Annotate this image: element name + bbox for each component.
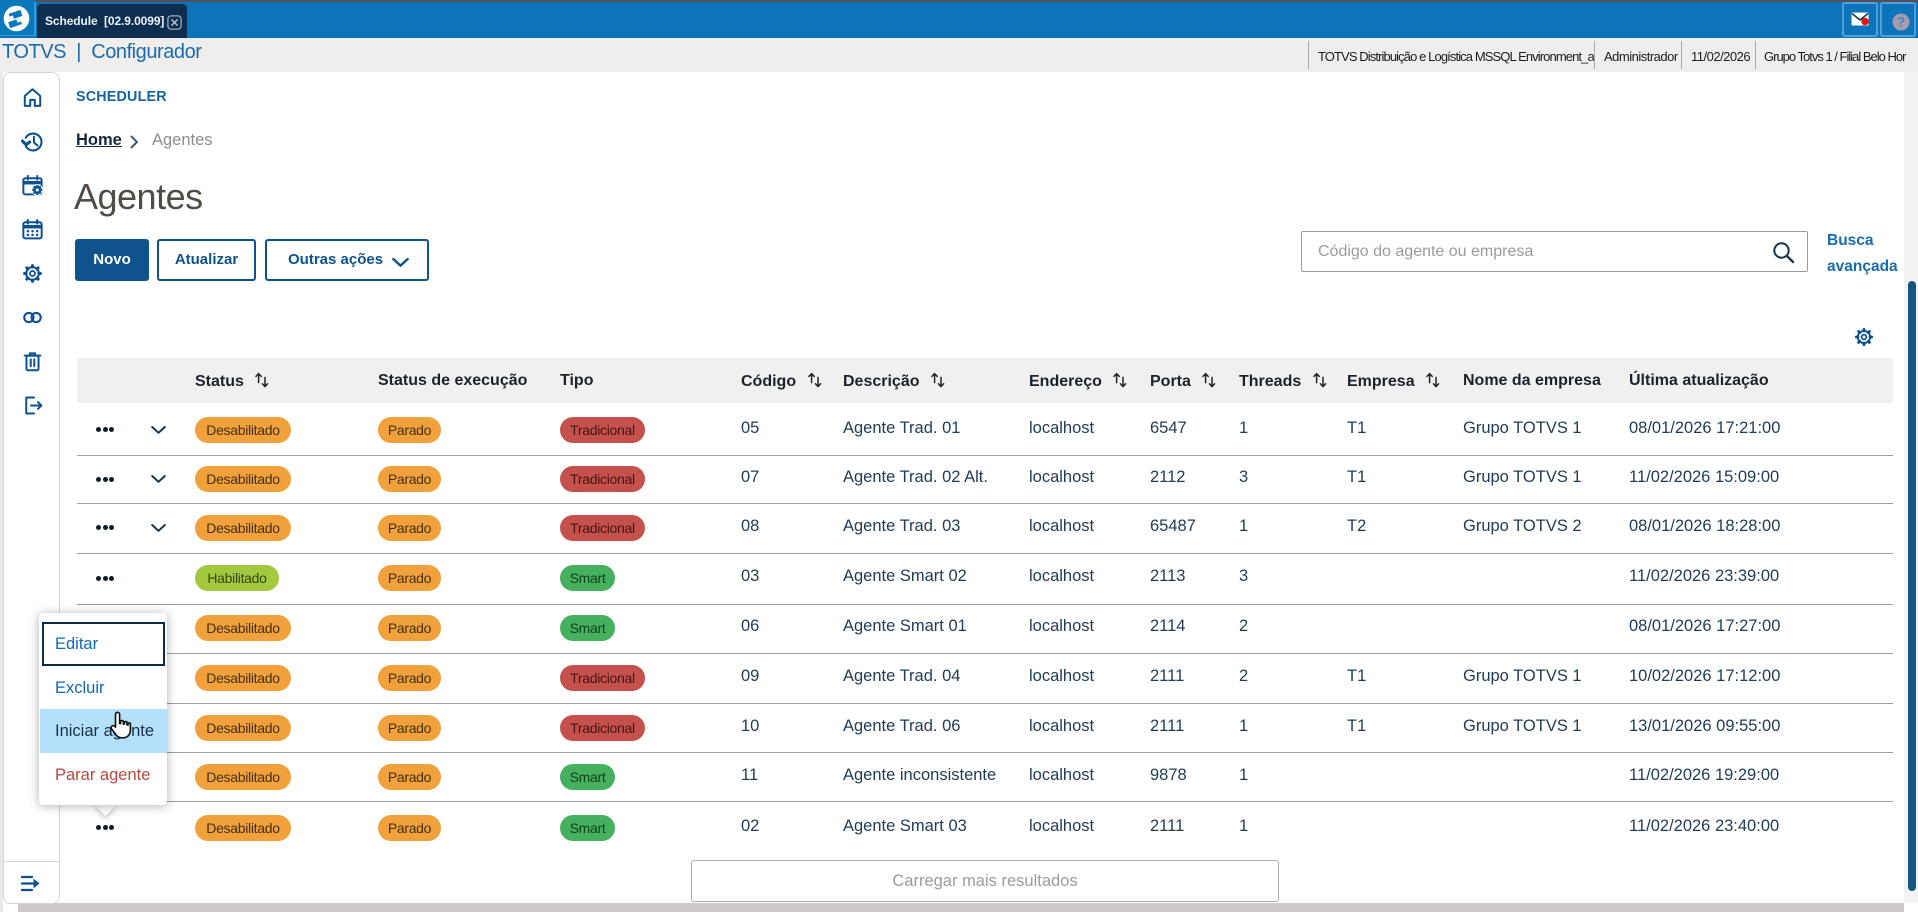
svg-text:?: ?: [1897, 15, 1905, 30]
